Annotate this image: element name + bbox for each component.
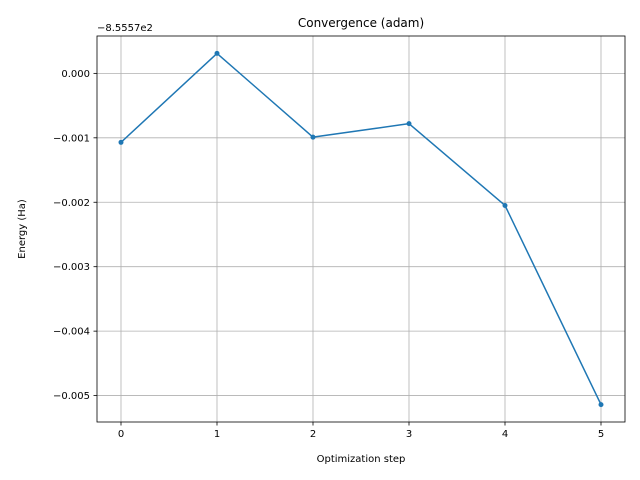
data-point	[502, 202, 508, 208]
x-tick-label: 1	[214, 429, 220, 440]
chart-title: Convergence (adam)	[298, 16, 424, 30]
data-point	[214, 50, 220, 56]
y-ticks: 0.000 −0.001 −0.002 −0.003 −0.004 −0.005	[53, 69, 97, 402]
data-point	[118, 139, 124, 145]
series-line	[120, 52, 602, 405]
y-axis-label: Energy (Ha)	[17, 199, 28, 259]
grid	[97, 36, 625, 422]
data-point	[310, 134, 316, 140]
y-tick-label: −0.002	[53, 198, 90, 209]
x-tick-label: 4	[502, 429, 508, 440]
y-tick-label: −0.005	[53, 391, 90, 402]
x-ticks: 0 1 2 3 4 5	[118, 422, 604, 440]
x-tick-label: 5	[598, 429, 604, 440]
y-tick-label: −0.004	[53, 327, 90, 338]
x-tick-label: 3	[406, 429, 412, 440]
x-tick-label: 0	[118, 429, 124, 440]
series-layer	[118, 50, 604, 408]
x-axis-label: Optimization step	[317, 454, 406, 465]
data-point	[598, 402, 604, 408]
y-tick-label: −0.001	[53, 133, 90, 144]
x-tick-label: 2	[310, 429, 316, 440]
plot-frame	[96, 35, 626, 423]
data-point	[406, 121, 412, 127]
y-offset-label: −8.5557e2	[97, 23, 153, 34]
y-tick-label: 0.000	[61, 69, 90, 80]
y-tick-label: −0.003	[53, 262, 90, 273]
